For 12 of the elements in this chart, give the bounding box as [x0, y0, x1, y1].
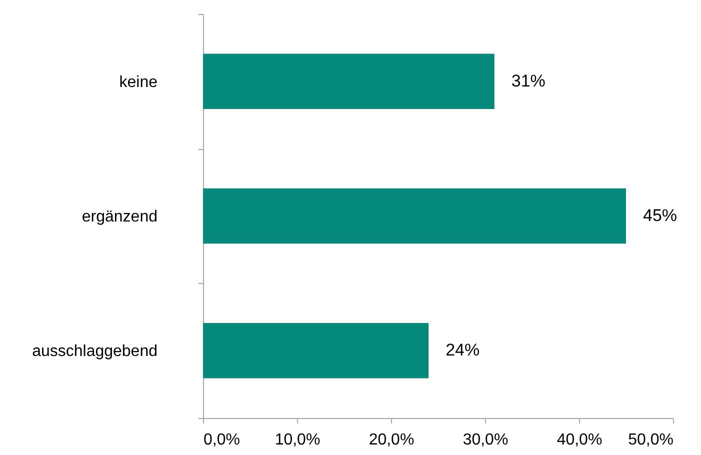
y-tick-label: ergänzend [82, 208, 158, 226]
y-tick-label: keine [119, 74, 158, 91]
x-tick-label: 50,0% [628, 432, 674, 448]
x-tick-label: 20,0% [368, 432, 414, 448]
x-tick-label: 40,0% [556, 432, 602, 448]
y-tick-label: ausschlaggebend [32, 343, 158, 360]
data-label: 24% [446, 340, 480, 360]
x-tick-label: 0,0% [204, 432, 240, 448]
x-tick-label: 30,0% [462, 432, 508, 448]
data-label: 45% [643, 206, 678, 225]
x-tick-label: 10,0% [274, 432, 320, 448]
data-label: 31% [511, 71, 546, 90]
